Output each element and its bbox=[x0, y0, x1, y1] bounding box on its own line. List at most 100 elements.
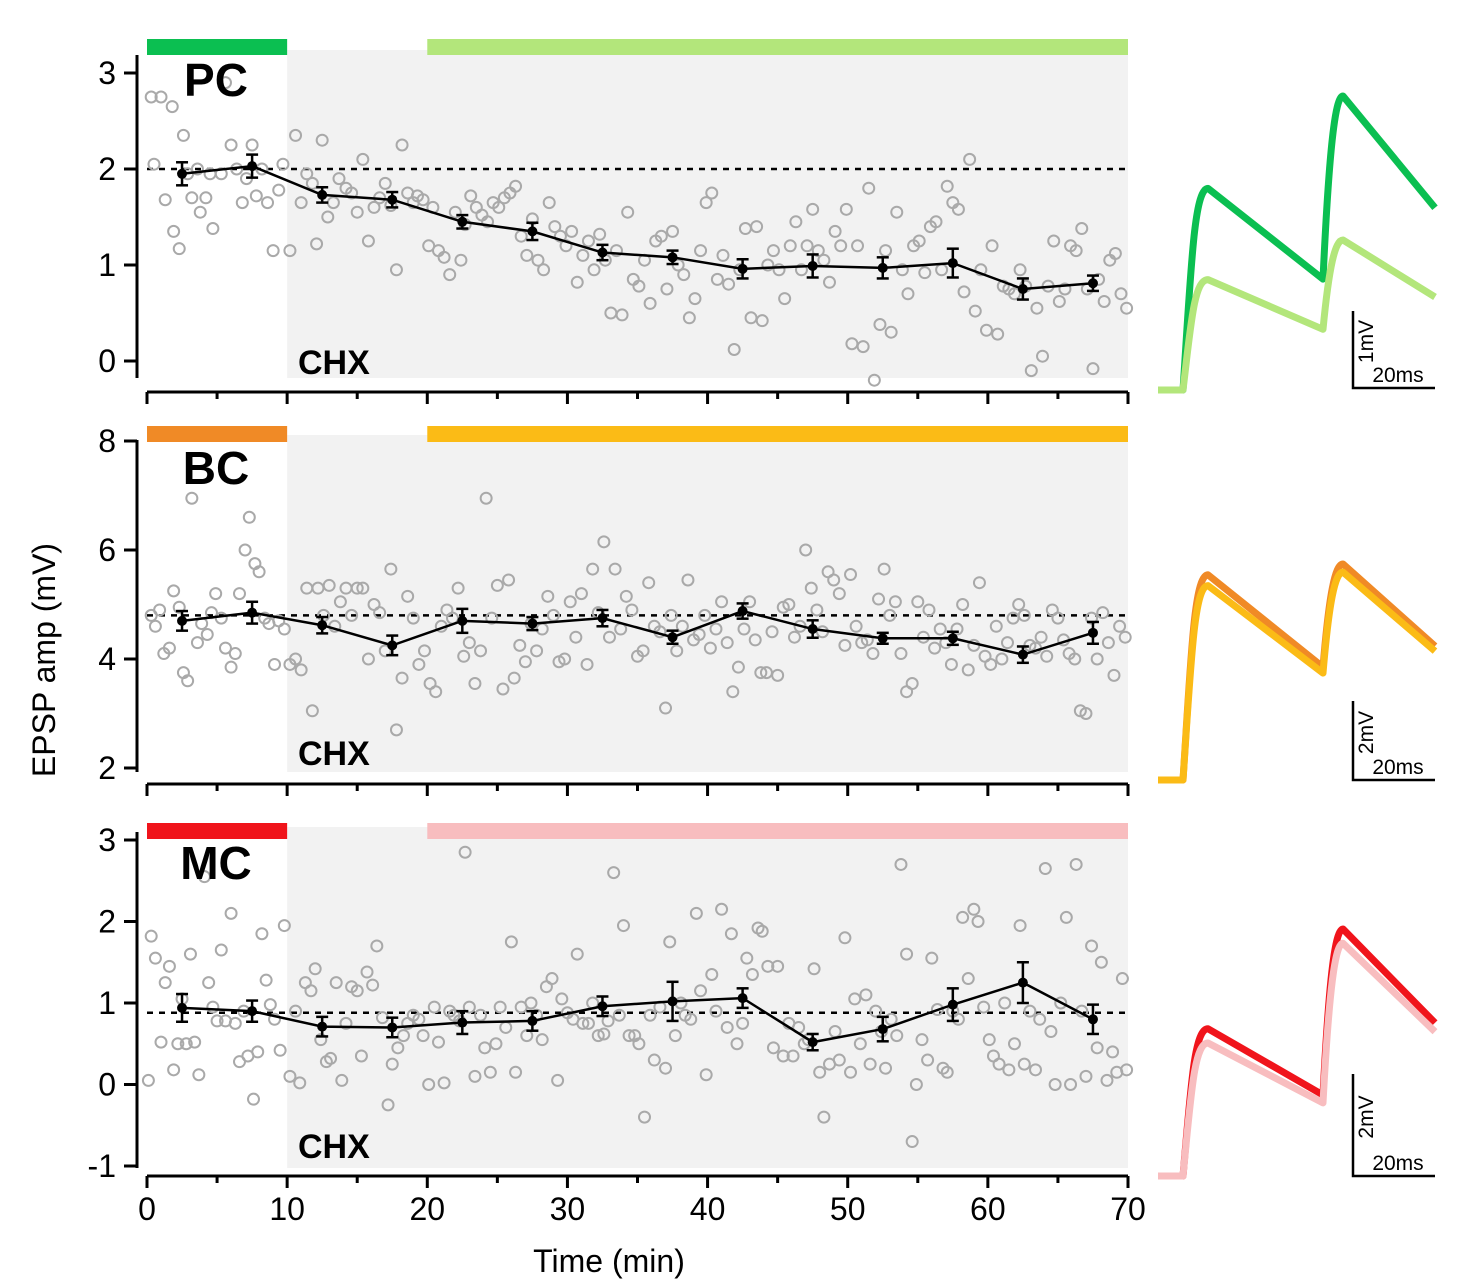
data-point bbox=[643, 296, 657, 310]
data-point bbox=[968, 304, 982, 318]
data-point bbox=[621, 205, 635, 219]
data-point bbox=[197, 870, 211, 884]
data-point bbox=[1069, 244, 1083, 258]
data-point bbox=[587, 263, 601, 277]
data-point bbox=[730, 1037, 744, 1051]
data-point bbox=[451, 581, 465, 595]
data-point bbox=[609, 244, 623, 258]
mean-point bbox=[807, 624, 818, 635]
data-point bbox=[242, 510, 256, 524]
x-tick-label: 50 bbox=[830, 1191, 866, 1227]
data-point bbox=[1029, 1063, 1043, 1077]
data-point bbox=[360, 965, 374, 979]
data-point bbox=[416, 193, 430, 207]
data-point bbox=[172, 242, 186, 256]
data-point bbox=[940, 179, 954, 193]
data-point bbox=[642, 576, 656, 590]
data-point bbox=[255, 927, 269, 941]
data-point bbox=[866, 647, 880, 661]
data-point bbox=[894, 857, 908, 871]
mean-point bbox=[457, 216, 468, 227]
data-point bbox=[235, 196, 249, 210]
data-point bbox=[396, 1029, 410, 1043]
data-point bbox=[995, 652, 1009, 666]
y-tick-label: 8 bbox=[98, 423, 116, 459]
data-point bbox=[804, 581, 818, 595]
data-point bbox=[378, 644, 392, 658]
data-point bbox=[141, 1073, 155, 1087]
data-point bbox=[478, 1041, 492, 1055]
data-point bbox=[608, 562, 622, 576]
data-point bbox=[1052, 294, 1066, 308]
data-point bbox=[933, 622, 947, 636]
data-point bbox=[616, 919, 630, 933]
data-point bbox=[1090, 652, 1104, 666]
data-point bbox=[799, 543, 813, 557]
data-point bbox=[918, 266, 932, 280]
data-point bbox=[998, 996, 1012, 1010]
data-point bbox=[660, 282, 674, 296]
data-point bbox=[238, 543, 252, 557]
data-point bbox=[548, 220, 562, 234]
y-tick-label: 1 bbox=[98, 247, 116, 283]
data-point bbox=[224, 906, 238, 920]
data-point bbox=[443, 1004, 457, 1018]
data-point bbox=[884, 1012, 898, 1026]
mean-point bbox=[1017, 977, 1028, 988]
data-point bbox=[615, 308, 629, 322]
data-point bbox=[715, 595, 729, 609]
data-point bbox=[699, 196, 713, 210]
data-point bbox=[431, 1035, 445, 1049]
data-point bbox=[154, 1035, 168, 1049]
mean-point bbox=[737, 606, 748, 617]
data-point bbox=[464, 189, 478, 203]
treatment-label: CHX bbox=[298, 735, 370, 773]
data-point bbox=[381, 1098, 395, 1112]
data-point bbox=[668, 1029, 682, 1043]
data-point bbox=[176, 128, 190, 142]
data-point bbox=[308, 962, 322, 976]
data-point bbox=[807, 962, 821, 976]
data-point bbox=[743, 595, 757, 609]
data-point bbox=[171, 1037, 185, 1051]
data-point bbox=[1068, 652, 1082, 666]
data-point bbox=[715, 902, 729, 916]
data-point bbox=[888, 595, 902, 609]
data-point bbox=[1007, 1037, 1021, 1051]
data-point bbox=[884, 325, 898, 339]
mean-point bbox=[877, 1024, 888, 1035]
trace-baseline bbox=[1158, 92, 1438, 394]
data-point bbox=[294, 196, 308, 210]
data-point bbox=[1101, 636, 1115, 650]
mean-point bbox=[457, 1017, 468, 1028]
data-points bbox=[144, 491, 1132, 737]
data-point bbox=[565, 224, 579, 238]
data-point bbox=[727, 342, 741, 356]
y-tick-label: 6 bbox=[98, 532, 116, 568]
data-point bbox=[636, 644, 650, 658]
data-point bbox=[1033, 1012, 1047, 1026]
data-point bbox=[509, 179, 523, 193]
y-tick-label: 0 bbox=[98, 343, 116, 379]
data-point bbox=[844, 568, 858, 582]
mean-point bbox=[877, 262, 888, 273]
data-point bbox=[722, 277, 736, 291]
data-point bbox=[710, 272, 724, 286]
mean-point bbox=[247, 161, 258, 172]
data-point bbox=[632, 1037, 646, 1051]
treatment-bar bbox=[427, 39, 1128, 55]
data-point bbox=[389, 723, 403, 737]
x-tick-label: 0 bbox=[138, 1191, 156, 1227]
data-point bbox=[872, 592, 886, 606]
data-point bbox=[1007, 287, 1021, 301]
data-point bbox=[591, 1029, 605, 1043]
data-point bbox=[437, 250, 451, 264]
y-tick-label: 2 bbox=[98, 151, 116, 187]
data-point bbox=[915, 1033, 929, 1047]
data-point bbox=[199, 191, 213, 205]
data-point bbox=[619, 589, 633, 603]
data-point bbox=[520, 248, 534, 262]
data-point bbox=[356, 581, 370, 595]
data-point bbox=[537, 263, 551, 277]
data-point bbox=[249, 189, 263, 203]
